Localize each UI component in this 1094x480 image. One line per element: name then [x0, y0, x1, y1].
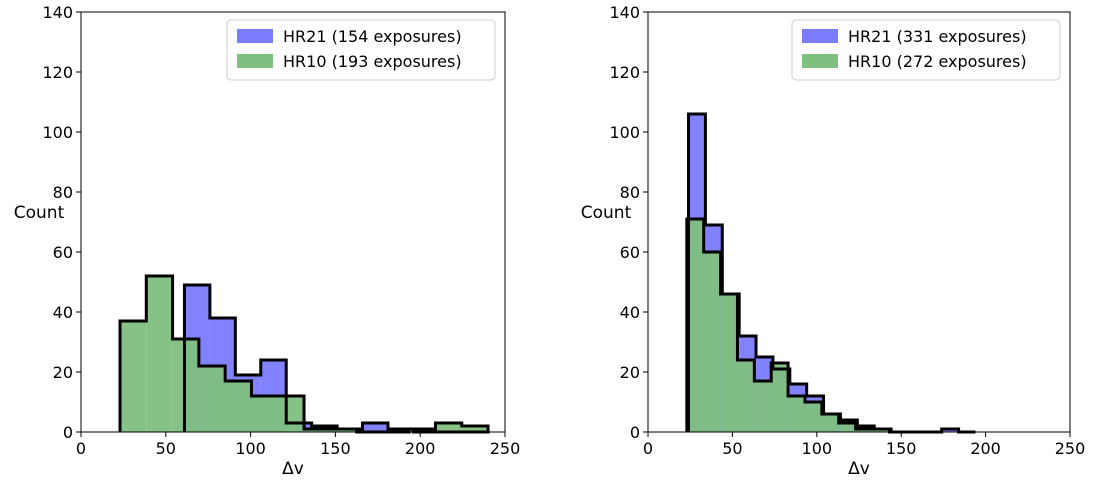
legend-label: HR21 (331 exposures) [848, 27, 1027, 46]
y-tick-label: 0 [630, 423, 640, 442]
y-tick-label: 60 [53, 243, 73, 262]
x-tick-label: 50 [156, 439, 176, 458]
y-tick-label: 100 [42, 123, 73, 142]
legend-label: HR10 (272 exposures) [848, 52, 1027, 71]
histogram-bar [754, 381, 772, 432]
histogram-bar [251, 396, 278, 432]
x-tick-label: 200 [405, 439, 436, 458]
histogram-bar [788, 396, 805, 432]
axes-frame [80, 11, 506, 433]
x-tick-label: 250 [1055, 439, 1086, 458]
x-axis-label: Δv [282, 459, 304, 479]
y-tick-label: 60 [620, 243, 640, 262]
histogram-outline [118, 274, 490, 434]
legend-box [791, 19, 1061, 81]
histogram-bar [435, 423, 462, 432]
histogram-bar [277, 396, 305, 432]
histogram-bar [771, 363, 789, 432]
x-tick-label: 50 [722, 439, 742, 458]
legend-swatch [237, 54, 273, 68]
y-tick-label: 40 [53, 303, 73, 322]
x-tick-label: 150 [320, 439, 351, 458]
histogram-bar [838, 423, 856, 432]
x-tick-label: 0 [76, 439, 86, 458]
x-axis-label: Δv [848, 459, 870, 479]
y-axis-label: Count [581, 203, 632, 223]
legend: HR21 (154 exposures) HR10 (193 exposures) [226, 19, 496, 81]
histogram-bar [146, 276, 173, 432]
y-tick-label: 80 [53, 183, 73, 202]
histogram-bar [362, 423, 388, 432]
x-tick-label: 0 [643, 439, 653, 458]
y-tick-label: 0 [63, 423, 73, 442]
legend-swatch [802, 29, 838, 43]
histogram-bar [821, 414, 839, 432]
y-tick-label: 140 [42, 3, 73, 22]
x-tick-label: 150 [886, 439, 917, 458]
histogram-bar [225, 381, 252, 432]
histogram-bar [461, 426, 489, 432]
axes-frame [647, 11, 1071, 433]
histogram-bar [737, 360, 755, 432]
x-tick-label: 250 [490, 439, 521, 458]
y-tick-label: 140 [609, 3, 640, 22]
histogram-bar [720, 294, 738, 432]
y-tick-label: 100 [609, 123, 640, 142]
legend-label: HR10 (193 exposures) [283, 52, 462, 71]
x-tick-label: 200 [970, 439, 1001, 458]
histogram-outline [685, 217, 907, 434]
histogram-bar [686, 219, 704, 432]
y-tick-label: 40 [620, 303, 640, 322]
histogram-panel-right: 0 50 100 150 200 250 0 20 40 60 80 100 120 140 Δv Count… [581, 3, 1086, 479]
histogram-panel-left: 0 50 100 150 200 250 0 20 40 60 80 100 120 140 Δv Count… [14, 3, 521, 479]
histogram-bar [120, 321, 147, 432]
x-tick-label: 100 [802, 439, 833, 458]
x-tick-label: 100 [235, 439, 266, 458]
legend-label: HR21 (154 exposures) [283, 27, 462, 46]
series-1 [686, 219, 890, 432]
legend-box [226, 19, 496, 81]
histogram-bar [703, 252, 721, 432]
legend-swatch [802, 54, 838, 68]
legend-swatch [237, 29, 273, 43]
histogram-bar [198, 366, 226, 432]
y-tick-label: 80 [620, 183, 640, 202]
y-tick-label: 120 [609, 63, 640, 82]
y-tick-label: 120 [42, 63, 73, 82]
histogram-bar [804, 402, 822, 432]
y-tick-label: 20 [620, 363, 640, 382]
series-1 [120, 276, 489, 432]
y-tick-label: 20 [53, 363, 73, 382]
y-axis-label: Count [14, 203, 65, 223]
legend: HR21 (331 exposures) HR10 (272 exposures) [791, 19, 1061, 81]
